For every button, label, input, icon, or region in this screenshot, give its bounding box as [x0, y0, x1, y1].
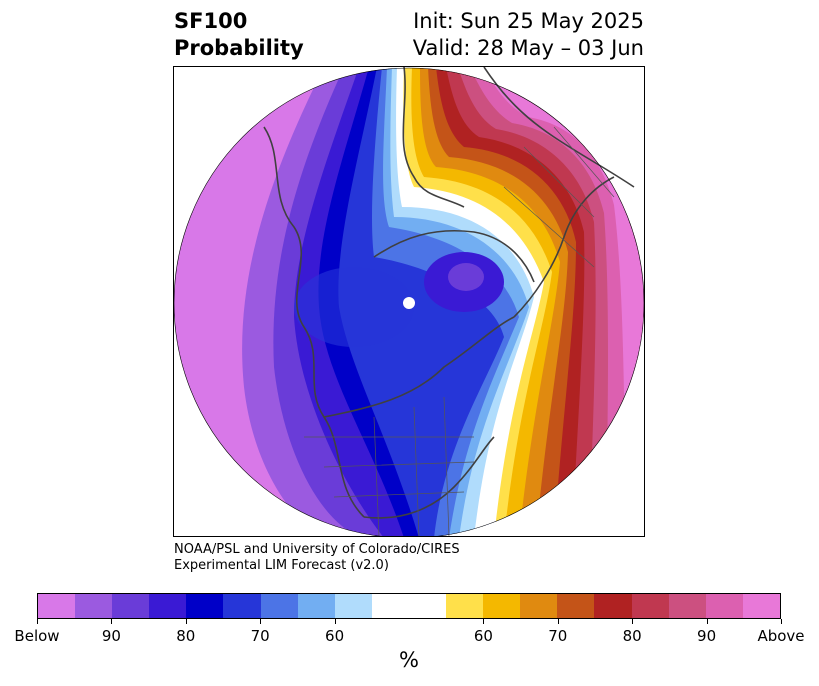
credit-line-1: NOAA/PSL and University of Colorado/CIRE… — [174, 542, 460, 557]
colorbar-tick-label: 80 — [622, 627, 642, 645]
colorbar-tick-mark — [632, 619, 634, 624]
colorbar-tick-mark — [781, 619, 782, 624]
colorbar-segment — [446, 594, 484, 618]
title-variable: SF100 — [174, 9, 248, 33]
colorbar-tick-mark — [706, 619, 708, 624]
colorbar-tick-label: 90 — [101, 627, 121, 645]
chart-title-left: SF100 Probability — [174, 8, 304, 62]
contour-fill — [174, 68, 644, 536]
colorbar — [37, 593, 781, 619]
colorbar-tick-mark — [185, 619, 187, 624]
colorbar-segment — [594, 594, 632, 618]
probability-map — [174, 67, 644, 536]
colorbar-segment — [705, 594, 743, 618]
colorbar-segment — [112, 594, 150, 618]
colorbar-segment — [334, 594, 372, 618]
colorbar-tick-label: 70 — [548, 627, 568, 645]
colorbar-segment — [408, 594, 447, 618]
colorbar-segment — [260, 594, 298, 618]
colorbar-segment — [297, 594, 335, 618]
colorbar-tick-label: 80 — [176, 627, 196, 645]
colorbar-segment — [742, 594, 780, 618]
colorbar-tick-mark — [260, 619, 262, 624]
colorbar-tick-label: Above — [757, 627, 805, 645]
colorbar-tick-label: 70 — [250, 627, 270, 645]
north-pole-marker — [403, 297, 415, 309]
colorbar-segment — [186, 594, 224, 618]
title-valid-range: Valid: 28 May – 03 Jun — [412, 36, 644, 60]
colorbar-segment — [483, 594, 521, 618]
colorbar-tick-label: 60 — [473, 627, 493, 645]
colorbar-tick-mark — [111, 619, 113, 624]
credit-text: NOAA/PSL and University of Colorado/CIRE… — [174, 542, 460, 574]
colorbar-unit-label: % — [399, 648, 419, 672]
borders — [304, 126, 615, 536]
colorbar-segment — [631, 594, 669, 618]
colorbar-segment — [75, 594, 113, 618]
colorbar-segment — [371, 594, 409, 618]
colorbar-tick-label: 60 — [325, 627, 345, 645]
colorbar-segment — [668, 594, 706, 618]
colorbar-tick-mark — [483, 619, 485, 624]
colorbar-segment — [520, 594, 558, 618]
chart-title-right: Init: Sun 25 May 2025 Valid: 28 May – 03… — [413, 8, 644, 62]
title-init-date: Init: Sun 25 May 2025 — [413, 9, 644, 33]
colorbar-tick-label: Below — [14, 627, 60, 645]
polar-map-panel — [173, 66, 645, 537]
map-boundary — [174, 67, 644, 536]
coastlines — [263, 67, 635, 519]
colorbar-tick-mark — [37, 619, 38, 624]
colorbar-tick-label: 90 — [697, 627, 717, 645]
title-quantity: Probability — [174, 36, 304, 60]
colorbar-segment — [223, 594, 261, 618]
colorbar-segment — [38, 594, 76, 618]
colorbar-tick-mark — [557, 619, 559, 624]
colorbar-segment — [149, 594, 187, 618]
credit-line-2: Experimental LIM Forecast (v2.0) — [174, 558, 389, 573]
colorbar-tick-mark — [334, 619, 336, 624]
colorbar-segment — [557, 594, 595, 618]
